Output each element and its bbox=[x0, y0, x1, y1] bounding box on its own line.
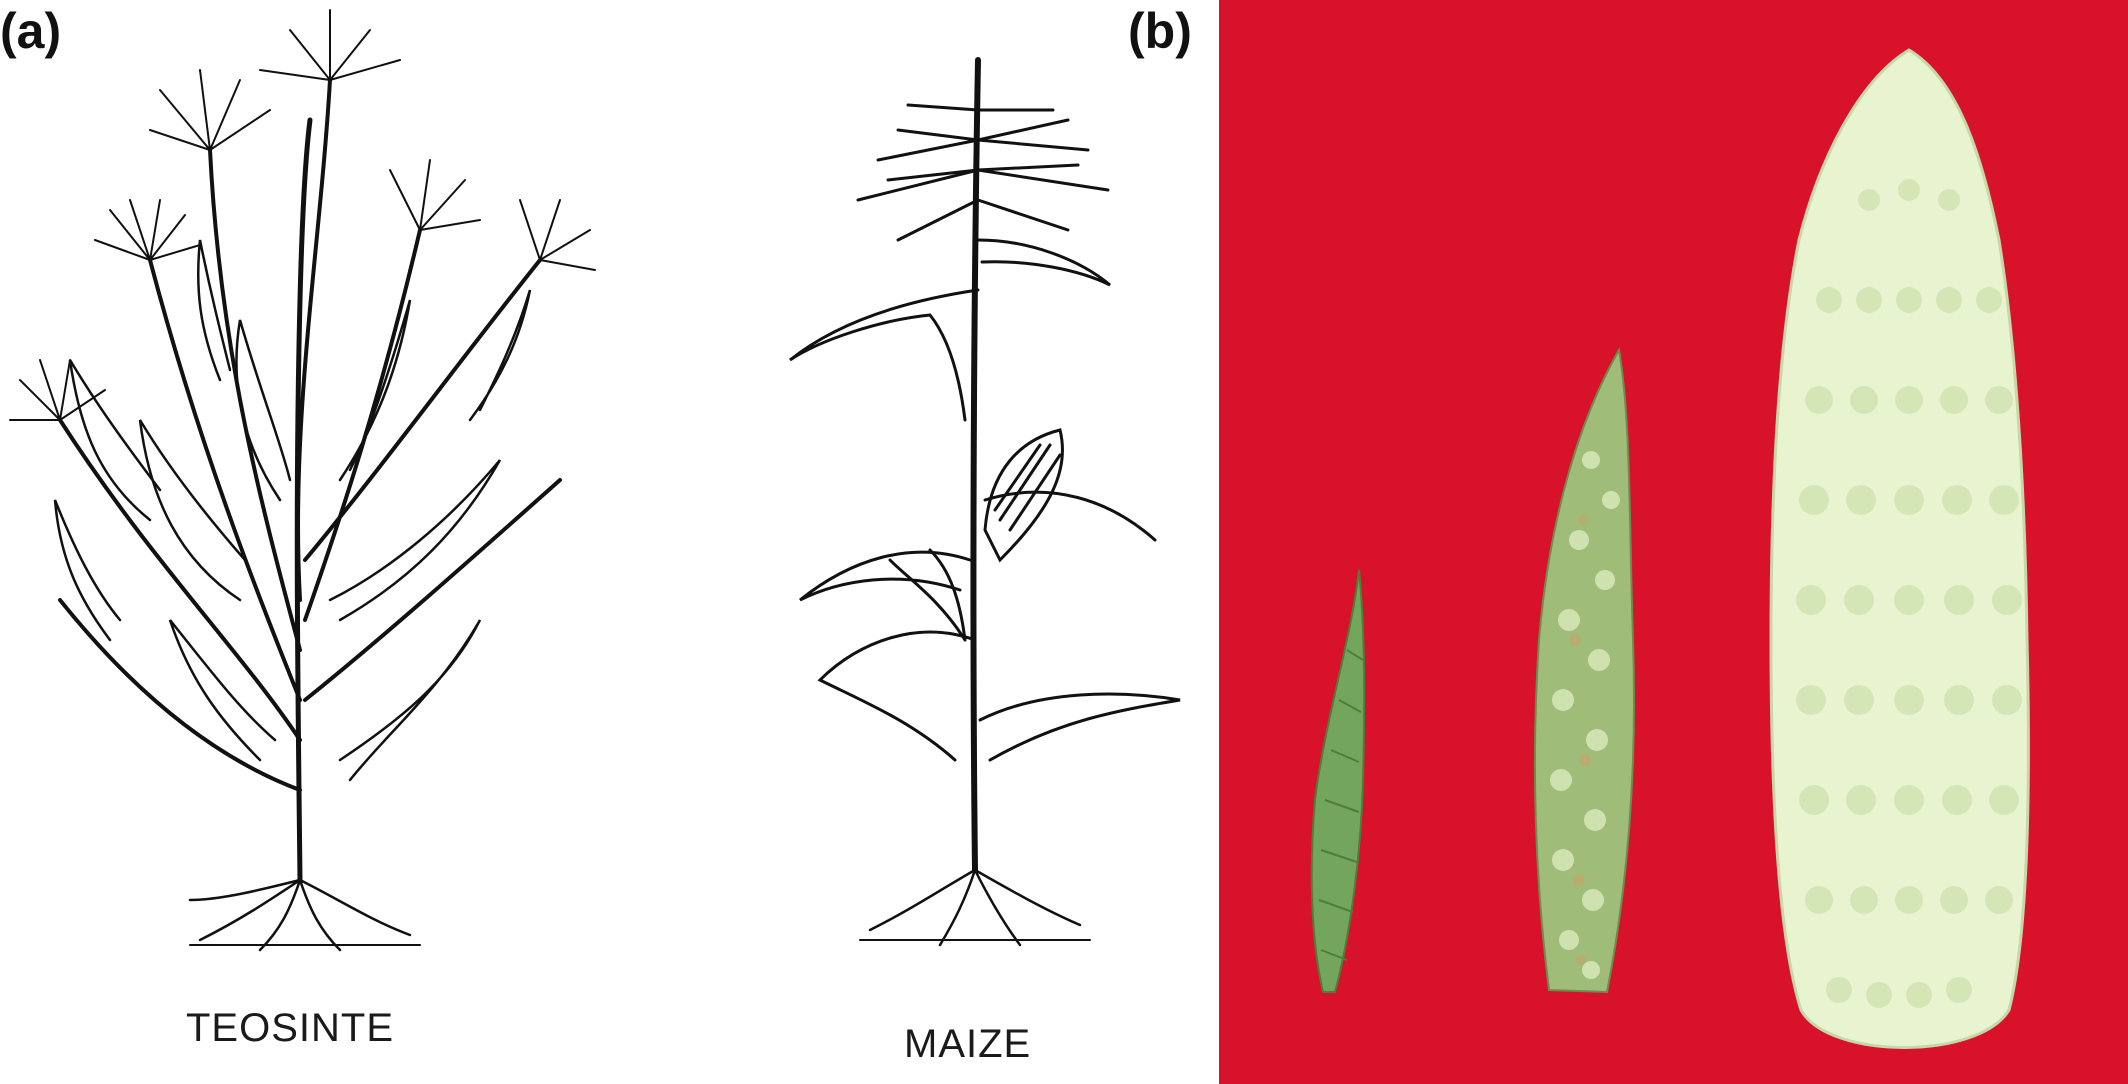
panel-b-label: (b) bbox=[1128, 3, 1192, 59]
intermediate-ear-icon bbox=[1533, 347, 1635, 994]
teosinte-caption: TEOSINTE bbox=[186, 1006, 395, 1050]
panel-b-photo bbox=[1219, 0, 2128, 1084]
maize-caption: MAIZE bbox=[904, 1022, 1032, 1066]
maize-plant-drawing-icon bbox=[789, 57, 1181, 947]
teosinte-ear-icon bbox=[1310, 569, 1366, 993]
panel-a-label: (a) bbox=[0, 3, 62, 59]
maize-ear-icon bbox=[1769, 48, 2030, 1049]
teosinte-plant-drawing-icon bbox=[9, 9, 596, 952]
